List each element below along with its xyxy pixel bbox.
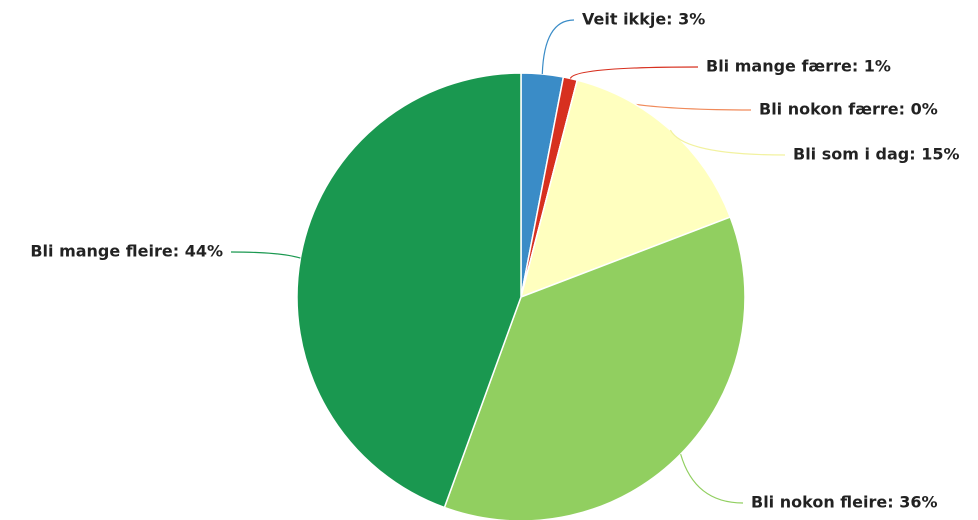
leader-line xyxy=(230,251,301,259)
pie-slice xyxy=(296,72,522,509)
data-label: Bli nokon færre: 0% xyxy=(759,100,938,119)
data-label: Bli mange færre: 1% xyxy=(706,57,891,76)
pie-slice xyxy=(519,79,732,299)
leader-line xyxy=(541,19,575,75)
data-label: Bli mange fleire: 44% xyxy=(30,242,223,261)
leader-line xyxy=(669,129,786,156)
leader-line xyxy=(569,66,699,79)
leader-line xyxy=(680,453,744,504)
data-label: Bli nokon fleire: 36% xyxy=(751,493,937,512)
data-label: Veit ikkje: 3% xyxy=(582,10,705,29)
data-label: Bli som i dag: 15% xyxy=(793,145,960,164)
